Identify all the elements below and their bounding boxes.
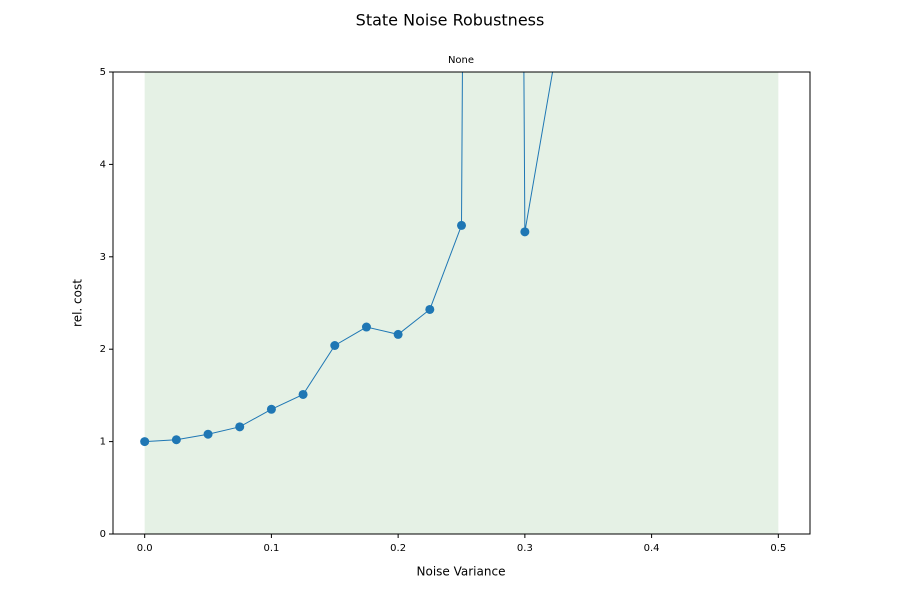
data-point xyxy=(457,220,466,230)
y-tick-label: 5 xyxy=(100,67,106,78)
data-point xyxy=(298,389,308,399)
x-axis-label: Noise Variance xyxy=(417,565,506,579)
y-tick-label: 2 xyxy=(100,344,106,355)
data-point xyxy=(393,329,403,339)
axes-title: None xyxy=(448,55,474,66)
data-point xyxy=(425,304,435,314)
data-point xyxy=(330,341,340,351)
data-point xyxy=(171,435,181,445)
y-axis-label: rel. cost xyxy=(71,279,85,327)
data-point xyxy=(552,44,561,53)
data-point xyxy=(235,422,245,432)
x-tick-label: 0.5 xyxy=(770,543,786,554)
data-point xyxy=(203,429,213,439)
data-point xyxy=(140,437,150,447)
data-point xyxy=(361,322,371,332)
shaded-region xyxy=(144,72,779,534)
data-point xyxy=(520,227,530,237)
x-tick-label: 0.3 xyxy=(517,543,533,554)
data-point xyxy=(266,404,276,414)
plot-area xyxy=(140,44,561,447)
x-tick-label: 0.1 xyxy=(263,543,279,554)
axes-frame xyxy=(112,71,811,535)
x-tick-label: 0.2 xyxy=(390,543,406,554)
chart-title: State Noise Robustness xyxy=(356,11,545,30)
y-tick-label: 0 xyxy=(100,529,106,540)
data-line xyxy=(144,72,554,443)
x-tick-label: 0.0 xyxy=(137,543,153,554)
y-tick-label: 4 xyxy=(100,159,106,170)
x-tick-label: 0.4 xyxy=(644,543,660,554)
y-tick-label: 1 xyxy=(100,437,106,448)
y-tick-label: 3 xyxy=(100,252,106,263)
